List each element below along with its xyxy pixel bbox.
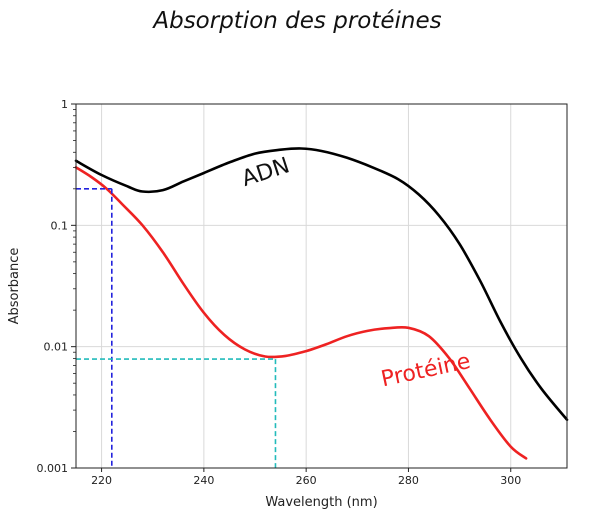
x-tick-label: 260 xyxy=(296,474,317,487)
tick-layer: 220 240 260 280 300 0.001 0.01 0.1 1 xyxy=(37,98,522,487)
x-tick-label: 300 xyxy=(500,474,521,487)
x-tick-label: 240 xyxy=(193,474,214,487)
y-axis-label: Absorbance xyxy=(7,248,22,325)
series-label-adn: ADN xyxy=(239,153,293,192)
y-tick-label: 1 xyxy=(61,98,68,111)
x-tick-label: 220 xyxy=(91,474,112,487)
x-axis-label: Wavelength (nm) xyxy=(265,495,377,510)
series-line-adn xyxy=(74,147,569,421)
x-tick-label: 280 xyxy=(398,474,419,487)
grid-layer xyxy=(76,103,567,469)
y-tick-label: 0.001 xyxy=(37,462,69,475)
guide-layer xyxy=(76,188,277,468)
series-label-proteine: Protéine xyxy=(379,349,473,392)
series-line-proteine xyxy=(74,166,528,460)
y-tick-label: 0.1 xyxy=(51,219,69,232)
y-tick-label: 0.01 xyxy=(44,341,69,354)
chart-title: Absorption des protéines xyxy=(153,8,442,34)
series-layer xyxy=(74,147,569,460)
plot-frame xyxy=(75,103,568,469)
